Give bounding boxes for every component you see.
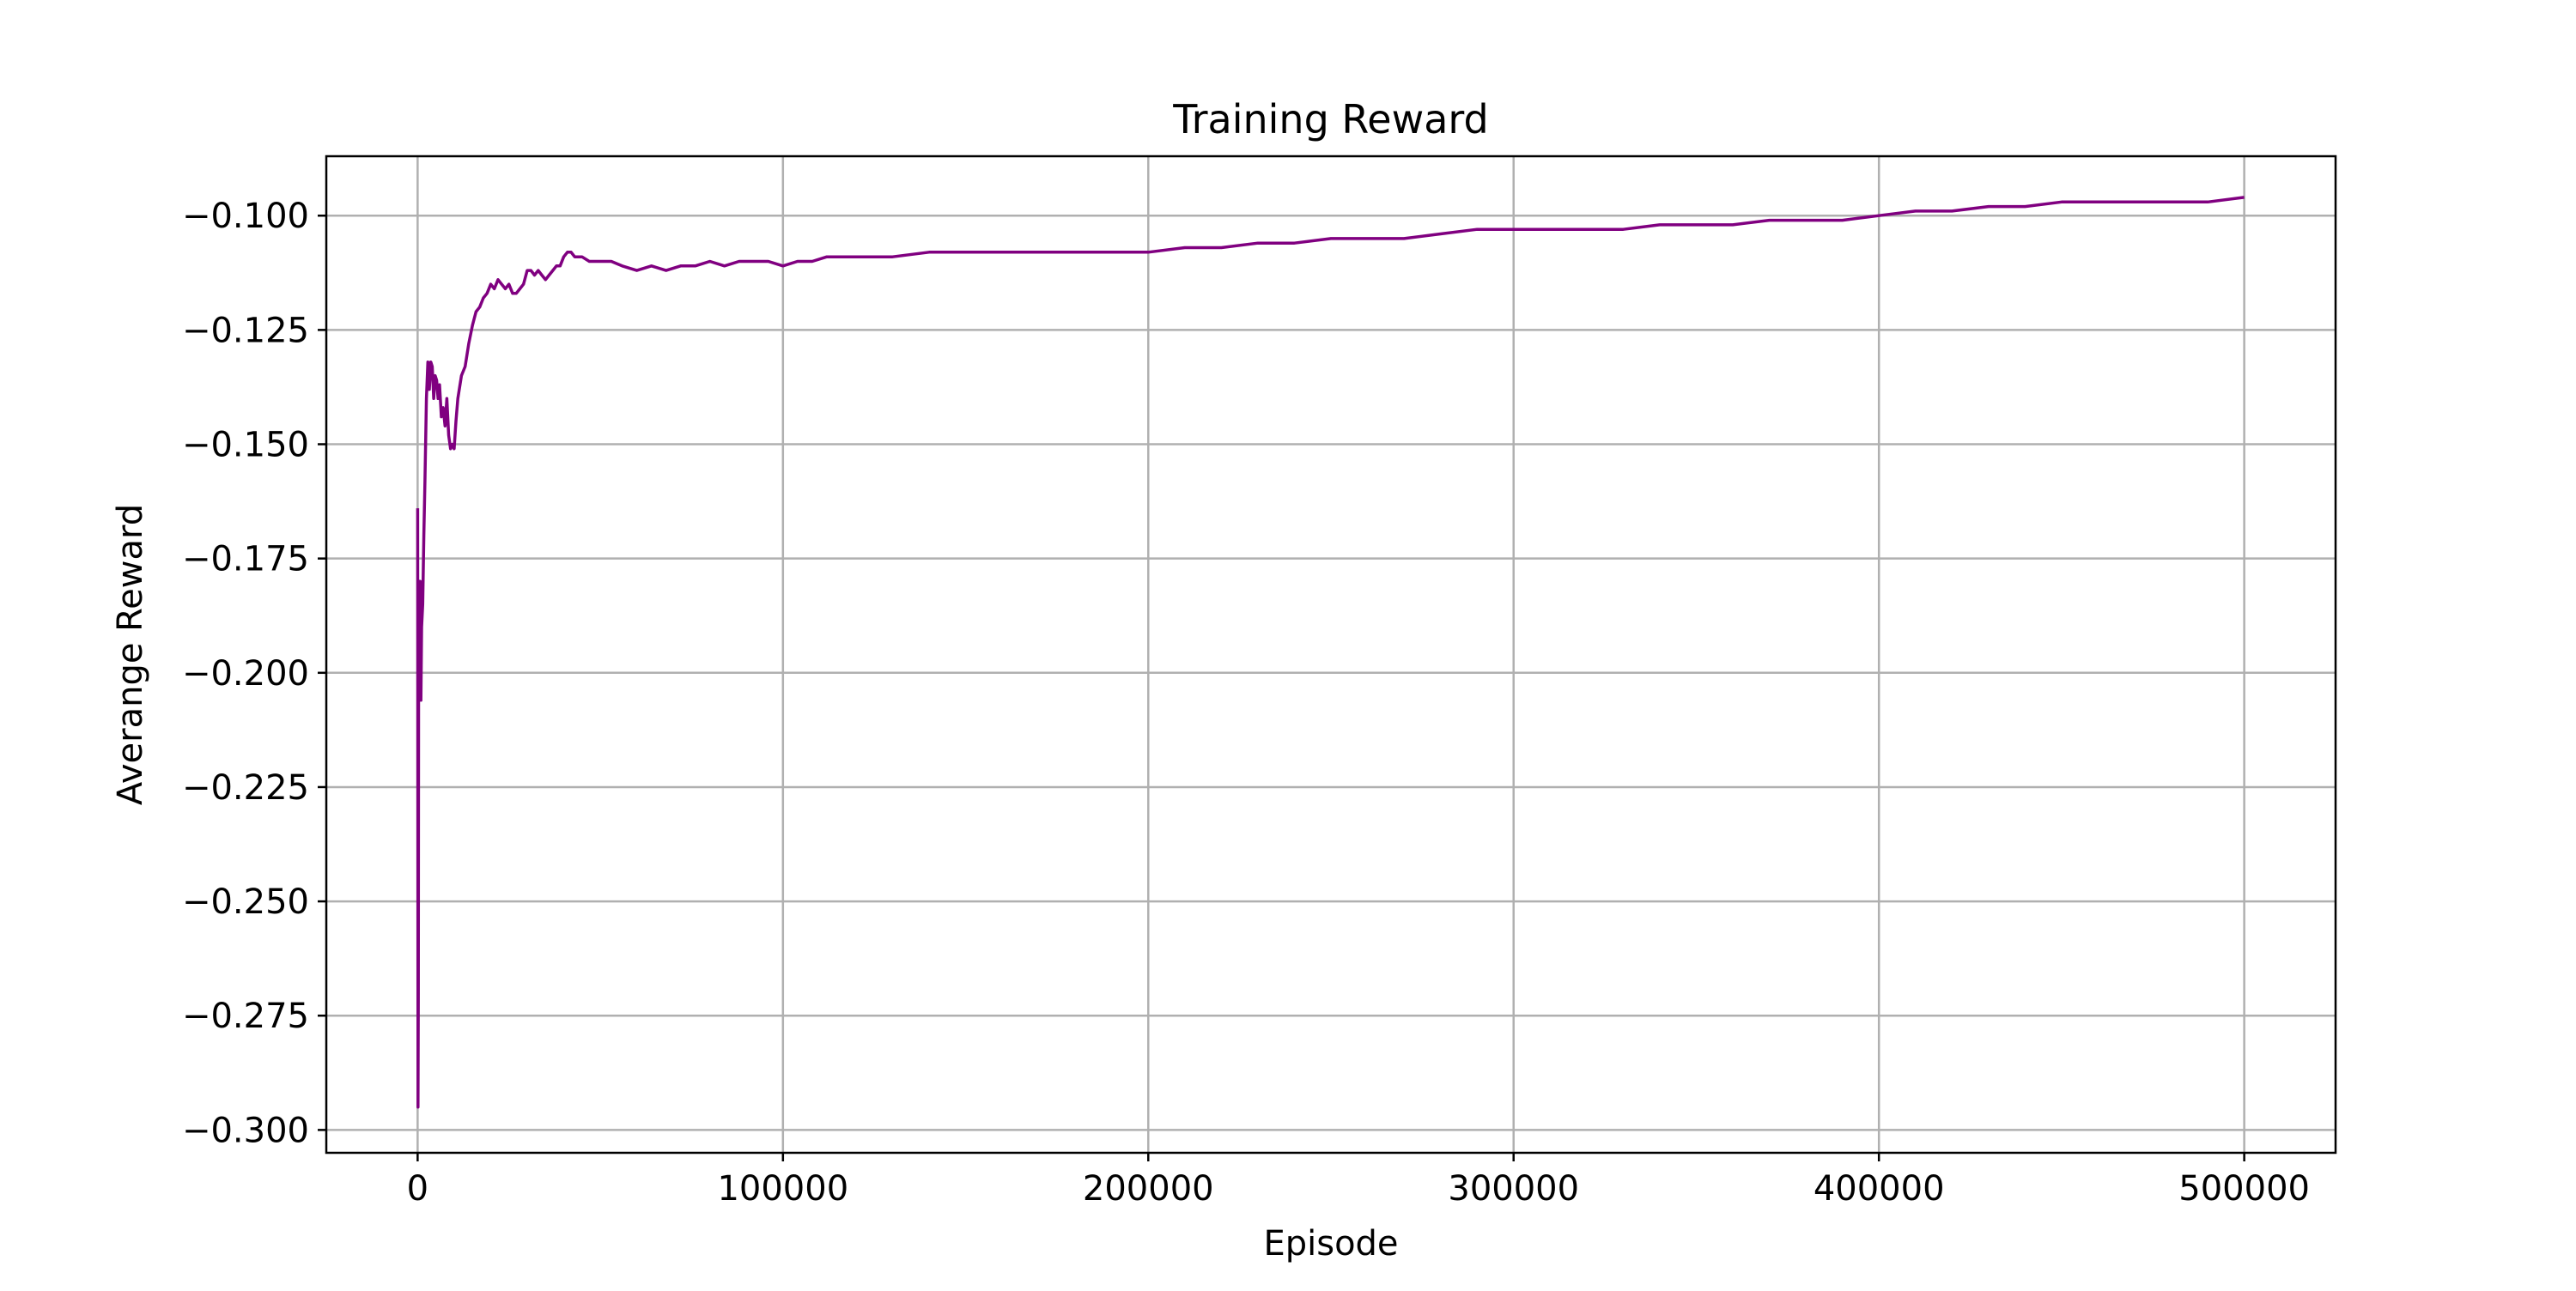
y-tick-label: −0.200 [182,654,309,694]
x-tick-label: 300000 [1448,1169,1579,1209]
y-tick-label: −0.300 [182,1111,309,1150]
y-tick-label: −0.250 [182,882,309,922]
y-tick-label: −0.150 [182,426,309,465]
y-tick-label: −0.225 [182,768,309,808]
chart-title: Training Reward [1172,96,1488,142]
x-tick-label: 0 [407,1169,428,1209]
plot-frame [325,155,2337,1155]
x-tick-label: 500000 [2178,1169,2310,1209]
x-tick-label: 100000 [717,1169,848,1209]
grid [326,156,2336,1153]
y-tick-label: −0.275 [182,997,309,1036]
y-tick-label: −0.175 [182,540,309,579]
x-axis-ticks: 0 100000 200000 300000 400000 500000 [407,1153,2310,1209]
y-axis-label: Averange Reward [111,504,150,805]
x-tick-label: 200000 [1083,1169,1214,1209]
x-axis-label: Episode [1263,1224,1398,1264]
y-tick-label: −0.100 [182,197,309,236]
y-tick-label: −0.125 [182,311,309,350]
y-axis-ticks: −0.300 −0.275 −0.250 −0.225 −0.200 −0.175 −0.1… [182,197,326,1150]
x-tick-label: 400000 [1814,1169,1945,1209]
series-line [416,196,2245,1109]
series-layer [416,196,2245,1109]
